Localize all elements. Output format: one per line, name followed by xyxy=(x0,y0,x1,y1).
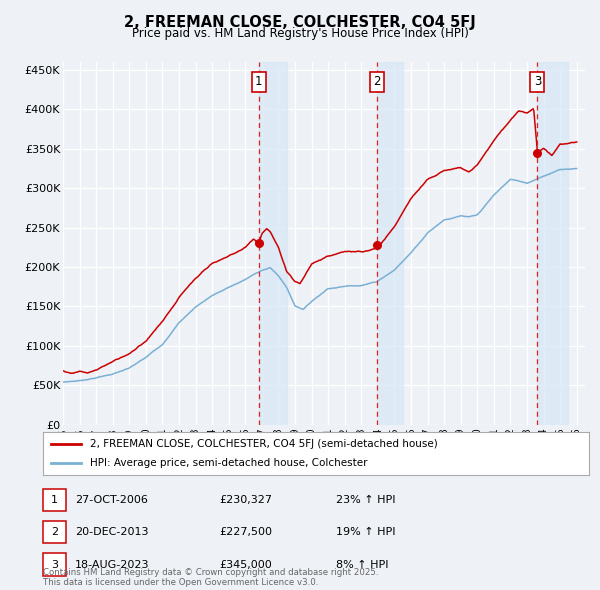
Text: 3: 3 xyxy=(51,560,58,569)
Text: 2: 2 xyxy=(51,527,58,537)
Text: Price paid vs. HM Land Registry's House Price Index (HPI): Price paid vs. HM Land Registry's House … xyxy=(131,27,469,40)
Text: 1: 1 xyxy=(255,76,263,88)
Text: 8% ↑ HPI: 8% ↑ HPI xyxy=(336,560,389,569)
Text: 2: 2 xyxy=(374,76,381,88)
Text: HPI: Average price, semi-detached house, Colchester: HPI: Average price, semi-detached house,… xyxy=(89,458,367,468)
Text: 2, FREEMAN CLOSE, COLCHESTER, CO4 5FJ: 2, FREEMAN CLOSE, COLCHESTER, CO4 5FJ xyxy=(124,15,476,30)
Text: 2, FREEMAN CLOSE, COLCHESTER, CO4 5FJ (semi-detached house): 2, FREEMAN CLOSE, COLCHESTER, CO4 5FJ (s… xyxy=(89,438,437,448)
Text: 3: 3 xyxy=(534,76,541,88)
Text: £230,327: £230,327 xyxy=(219,495,272,504)
Text: 20-DEC-2013: 20-DEC-2013 xyxy=(75,527,149,537)
Text: 23% ↑ HPI: 23% ↑ HPI xyxy=(336,495,395,504)
Text: Contains HM Land Registry data © Crown copyright and database right 2025.
This d: Contains HM Land Registry data © Crown c… xyxy=(43,568,379,587)
Bar xyxy=(259,62,287,425)
Text: £345,000: £345,000 xyxy=(219,560,272,569)
Text: 27-OCT-2006: 27-OCT-2006 xyxy=(75,495,148,504)
Text: £227,500: £227,500 xyxy=(219,527,272,537)
Bar xyxy=(377,62,403,425)
Text: 18-AUG-2023: 18-AUG-2023 xyxy=(75,560,149,569)
Bar xyxy=(538,62,568,425)
Text: 19% ↑ HPI: 19% ↑ HPI xyxy=(336,527,395,537)
Text: 1: 1 xyxy=(51,495,58,504)
